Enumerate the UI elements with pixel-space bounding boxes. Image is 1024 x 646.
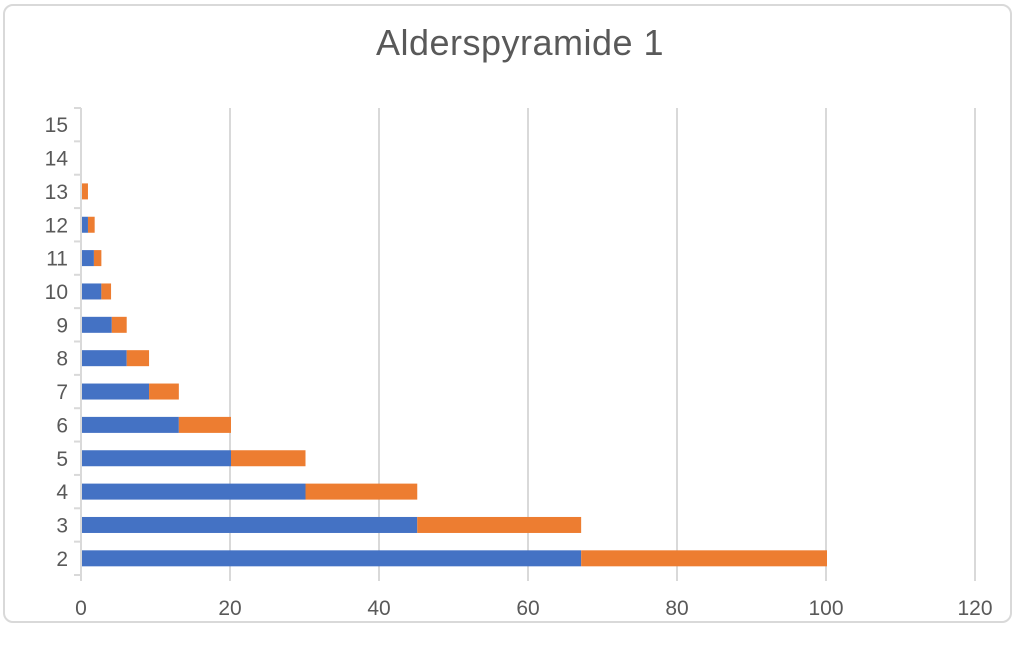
bar-segment-orange: [111, 316, 127, 333]
bar-segment-orange: [417, 516, 582, 533]
bar-segment-orange: [149, 383, 179, 400]
y-axis-label: 3: [56, 514, 68, 537]
bar-segment-blue: [82, 550, 582, 567]
bar-segment-blue: [82, 416, 179, 433]
y-axis-label: 11: [46, 248, 68, 271]
y-axis-label: 15: [45, 114, 68, 137]
bar-segment-blue: [82, 216, 88, 233]
bar-segment-blue: [82, 383, 150, 400]
bar-segment-blue: [82, 250, 94, 267]
bar-segment-blue: [82, 450, 231, 467]
bar-segment-blue: [82, 516, 418, 533]
x-axis-label: 100: [808, 597, 843, 620]
y-axis-label: 5: [56, 448, 68, 471]
bar-segment-orange: [87, 216, 95, 233]
bar-segment-blue: [82, 283, 102, 300]
bar-segment-orange: [93, 250, 102, 267]
x-axis-label: 60: [516, 597, 539, 620]
bar-segment-orange: [82, 183, 88, 200]
chart-title: Alderspyramide 1: [375, 22, 665, 63]
bar-segment-orange: [178, 416, 231, 433]
y-axis-label: 9: [56, 314, 68, 337]
y-axis-label: 6: [56, 414, 68, 437]
bar-segment-orange: [231, 450, 306, 467]
bar-segment-orange: [581, 550, 827, 567]
y-axis-label: 8: [56, 348, 68, 371]
x-axis-label: 120: [957, 597, 992, 620]
y-axis-label: 4: [56, 481, 68, 504]
y-axis-label: 10: [45, 281, 68, 304]
bar-segment-orange: [101, 283, 112, 300]
y-axis-label: 2: [56, 548, 68, 571]
x-axis-label: 20: [218, 597, 241, 620]
y-axis-label: 7: [56, 381, 68, 404]
bar-segment-orange: [305, 483, 418, 500]
bar-segment-blue: [82, 350, 127, 367]
y-axis-label: 12: [45, 214, 68, 237]
x-axis-label: 80: [665, 597, 688, 620]
x-axis-label: 0: [75, 597, 87, 620]
bar-segment-blue: [82, 483, 306, 500]
y-axis-label: 13: [45, 181, 68, 204]
x-axis-label: 40: [367, 597, 390, 620]
y-axis-label: 14: [45, 148, 69, 171]
bar-segment-orange: [126, 350, 150, 367]
bar-segment-blue: [82, 316, 112, 333]
